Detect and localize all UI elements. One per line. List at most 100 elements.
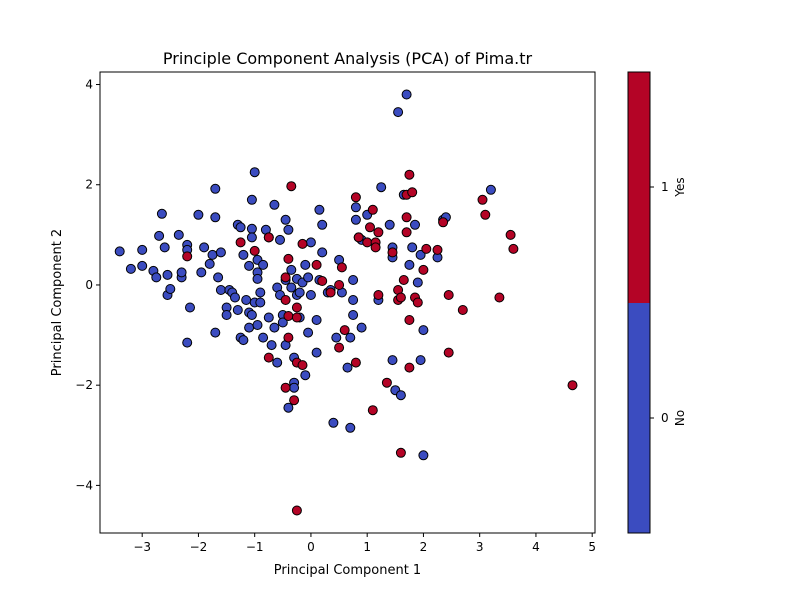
point-no [418,450,429,461]
point-no [277,317,288,328]
point-no [196,267,207,278]
point-yes [280,382,291,393]
point-no [255,297,266,308]
point-no [289,382,300,393]
point-no [269,322,280,333]
point-no [210,327,221,338]
plot-frame [99,71,596,534]
point-yes [395,292,406,303]
point-yes [480,209,491,220]
point-no [266,340,277,351]
point-yes [373,290,384,300]
point-yes [263,232,274,243]
point-no [137,260,148,271]
point-yes [367,405,378,416]
point-no [244,322,255,333]
point-yes [291,302,302,313]
point-yes [407,187,418,198]
point-yes [418,264,429,275]
point-yes [339,325,350,336]
point-no [210,183,221,194]
point-no [485,184,496,195]
point-no [300,370,311,381]
colorbar: 0 1 No Yes [627,71,687,534]
colorbar-label-no: No [673,410,687,426]
point-yes [325,287,336,298]
point-yes [291,312,302,323]
point-yes [334,280,345,290]
point-yes [280,272,291,283]
point-no [387,355,398,366]
point-yes [412,297,423,308]
x-tick-label: −1 [246,540,264,554]
point-yes [336,262,347,273]
point-no [395,390,406,401]
point-yes [387,247,398,258]
point-no [199,242,210,253]
point-yes [350,357,361,368]
point-no [269,199,280,210]
point-yes [395,447,406,458]
x-axis: −3 −2 −1 0 1 2 3 4 5 [133,533,596,554]
point-yes [297,238,308,249]
x-tick-label: −3 [133,540,151,554]
colorbar-tick-label-1: 1 [661,180,669,194]
colorbar-yes-segment [628,72,650,303]
point-yes [404,315,415,325]
point-no [294,287,305,298]
point-no [204,258,215,269]
y-tick-label: 0 [85,278,93,292]
point-no [244,260,255,271]
x-tick-label: −2 [190,540,208,554]
point-no [305,290,316,300]
point-no [176,267,187,278]
point-no [246,194,257,205]
point-no [258,332,269,343]
point-no [345,332,356,343]
point-yes [317,276,328,286]
point-no [230,292,240,303]
point-no [415,249,426,260]
point-no [412,277,423,288]
point-yes [350,192,361,203]
point-no [255,287,266,298]
chart-title: Principle Component Analysis (PCA) of Pi… [163,49,533,68]
point-yes [508,243,519,254]
point-no [207,249,218,260]
point-no [151,272,162,283]
point-yes [404,362,415,373]
point-no [376,182,387,193]
point-yes [505,229,516,240]
point-yes [365,222,375,233]
point-yes [477,194,488,205]
point-no [283,224,294,235]
point-no [418,325,429,336]
point-no [165,284,176,294]
point-yes [567,380,578,391]
point-yes [182,251,193,262]
x-tick-label: 4 [532,540,540,554]
colorbar-no-segment [628,303,650,533]
point-yes [263,352,274,363]
point-yes [283,253,294,264]
y-tick-label: 2 [85,178,93,192]
point-no [384,219,395,230]
point-no [311,315,322,325]
point-no [314,204,325,215]
point-no [182,337,193,348]
point-no [246,223,257,234]
point-no [213,272,224,283]
x-tick-label: 3 [476,540,484,554]
point-no [317,247,328,258]
point-no [393,107,404,118]
point-no [275,234,285,245]
point-no [328,417,339,428]
x-tick-label: 0 [307,540,315,554]
y-tick-label: 4 [85,78,93,92]
colorbar-label-yes: Yes [673,177,687,197]
point-no [317,219,328,230]
y-tick-label: −2 [75,378,93,392]
point-no [235,222,246,233]
point-yes [249,245,260,256]
point-yes [280,295,291,305]
